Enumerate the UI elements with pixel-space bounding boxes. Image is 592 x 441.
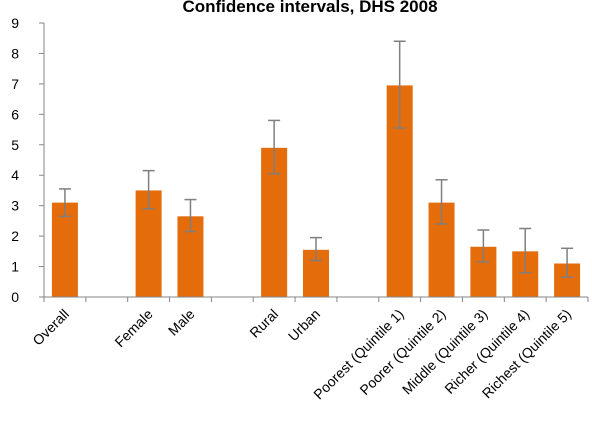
y-tick-label: 7 [11, 76, 19, 92]
bars-group [51, 85, 581, 298]
y-tick-label: 3 [11, 198, 19, 214]
y-tick-label: 8 [11, 45, 19, 61]
y-tick-label: 9 [11, 15, 19, 31]
x-category-label: Overall [29, 306, 72, 349]
chart-title: Confidence intervals, DHS 2008 [182, 0, 437, 16]
y-tick-label: 4 [11, 167, 19, 183]
y-tick-label: 6 [11, 106, 19, 122]
x-category-label: Urban [285, 306, 323, 344]
y-tick-label: 2 [11, 228, 19, 244]
x-category-label: Male [165, 306, 198, 339]
y-axis: 0 1 2 3 4 5 6 7 8 9 [11, 15, 45, 305]
x-category-label: Rural [246, 306, 281, 341]
y-tick-label: 1 [11, 259, 19, 275]
error-bars-group [58, 40, 574, 278]
bar [51, 202, 78, 297]
x-category-label: Female [111, 306, 155, 350]
y-tick-label: 5 [11, 137, 19, 153]
y-tick-label: 0 [11, 289, 19, 305]
